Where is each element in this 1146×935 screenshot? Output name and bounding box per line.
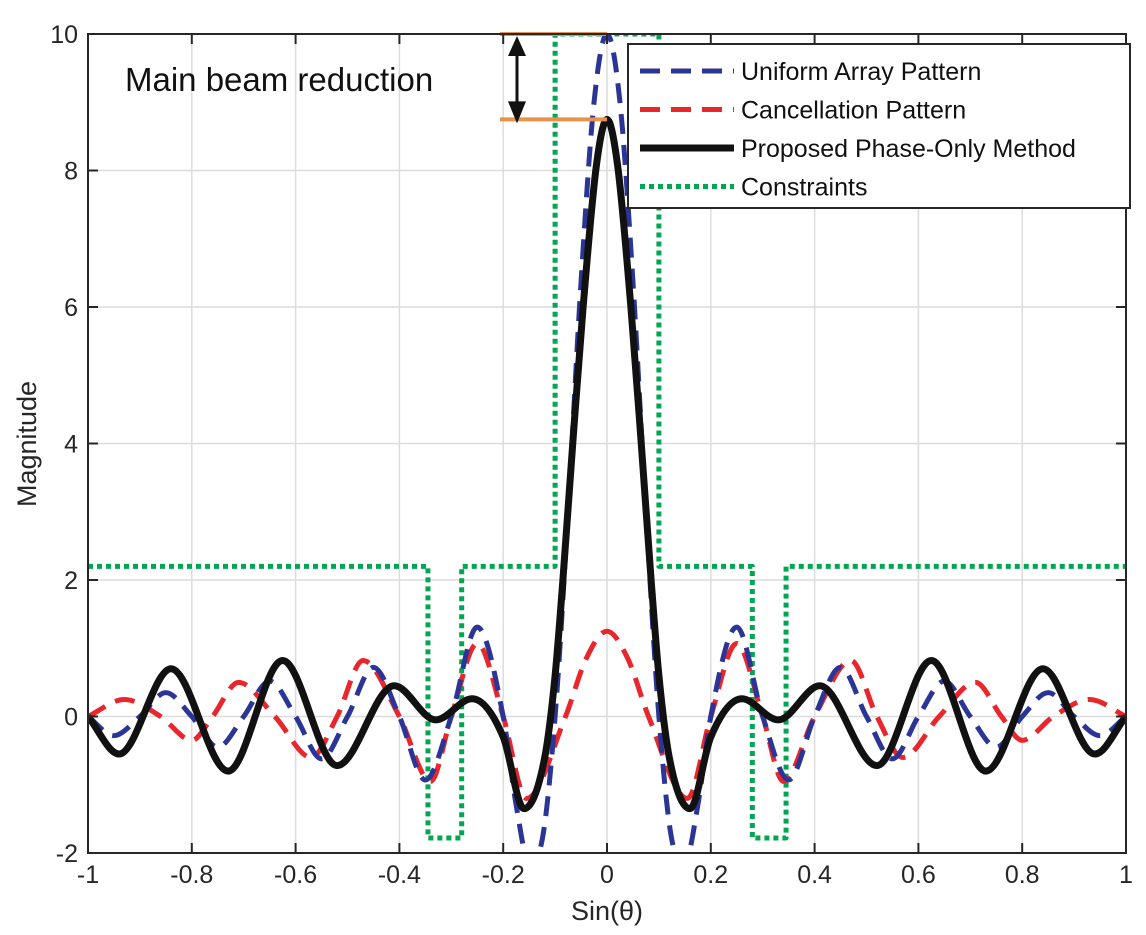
y-tick-label: 4 xyxy=(64,431,78,459)
x-axis-label: Sin(θ) xyxy=(571,896,643,926)
legend-label: Constraints xyxy=(741,174,867,202)
arrow-head-down-icon xyxy=(508,101,526,124)
y-tick-label: 8 xyxy=(64,158,78,186)
x-tick-label: 0.6 xyxy=(901,861,936,889)
x-tick-label: -0.2 xyxy=(482,861,525,889)
y-axis-label: Magnitude xyxy=(12,381,42,507)
y-tick-label: 10 xyxy=(50,21,78,49)
x-tick-label: 0.8 xyxy=(1005,861,1040,889)
y-tick-label: 2 xyxy=(64,567,78,595)
legend-label: Cancellation Pattern xyxy=(741,97,966,125)
annotation-main-beam-reduction: Main beam reduction xyxy=(125,61,433,98)
series-line-cancellation-pattern xyxy=(88,628,1126,801)
x-tick-label: -0.8 xyxy=(170,861,213,889)
legend-label: Uniform Array Pattern xyxy=(741,58,981,86)
x-tick-label: -1 xyxy=(77,861,99,889)
x-tick-label: 0 xyxy=(600,861,614,889)
legend-label: Proposed Phase-Only Method xyxy=(741,135,1076,163)
x-tick-label: -0.6 xyxy=(274,861,317,889)
arrow-head-up-icon xyxy=(508,36,526,56)
x-tick-label: 1 xyxy=(1119,861,1133,889)
y-tick-label: 6 xyxy=(64,294,78,322)
y-tick-label: 0 xyxy=(64,704,78,732)
x-tick-label: -0.4 xyxy=(378,861,421,889)
legend: Uniform Array Pattern Cancellation Patter… xyxy=(627,43,1131,209)
y-tick-label: -2 xyxy=(56,840,78,868)
axis-ticks: -1 -0.8 -0.6 -0.4 -0.2 0 0.2 0.4 0.6 0.8 1 -2 0 2 4 6 8 1… xyxy=(50,21,1133,889)
x-tick-label: 0.2 xyxy=(693,861,728,889)
annotation-layer: Main beam reduction xyxy=(125,32,607,124)
x-tick-label: 0.4 xyxy=(797,861,832,889)
